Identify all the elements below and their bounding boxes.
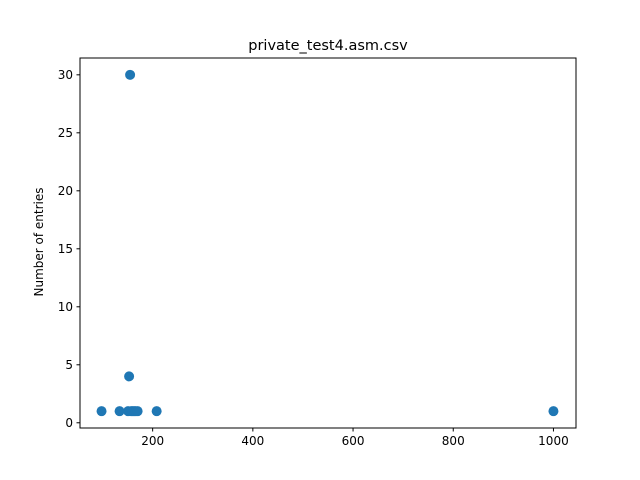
data-points [96,69,559,417]
y-tick-label-4: 20 [58,184,73,198]
y-tick-label-6: 30 [58,68,73,82]
y-axis-label: Number of entries [32,188,46,297]
data-point-10 [151,406,162,417]
chart-title: private_test4.asm.csv [248,38,408,54]
x-tick-label-4: 1000 [538,434,569,448]
y-tick-label-0: 0 [65,416,73,430]
data-point-11 [548,406,559,417]
y-tick-label-1: 5 [65,358,73,372]
data-point-4 [125,69,136,80]
x-tick-label-1: 400 [241,434,264,448]
plot-frame [79,57,577,429]
data-point-9 [132,406,143,417]
y-tick-label-5: 25 [58,126,73,140]
y-tick-label-2: 10 [58,300,73,314]
axes: 200 400 600 800 1000 0 5 10 15 20 25 30 [58,57,577,448]
data-point-3 [124,371,135,382]
x-tick-label-0: 200 [141,434,164,448]
data-point-0 [96,406,107,417]
data-point-1 [114,406,125,417]
y-tick-label-3: 15 [58,242,73,256]
x-tick-label-3: 800 [442,434,465,448]
x-tick-label-2: 600 [342,434,365,448]
